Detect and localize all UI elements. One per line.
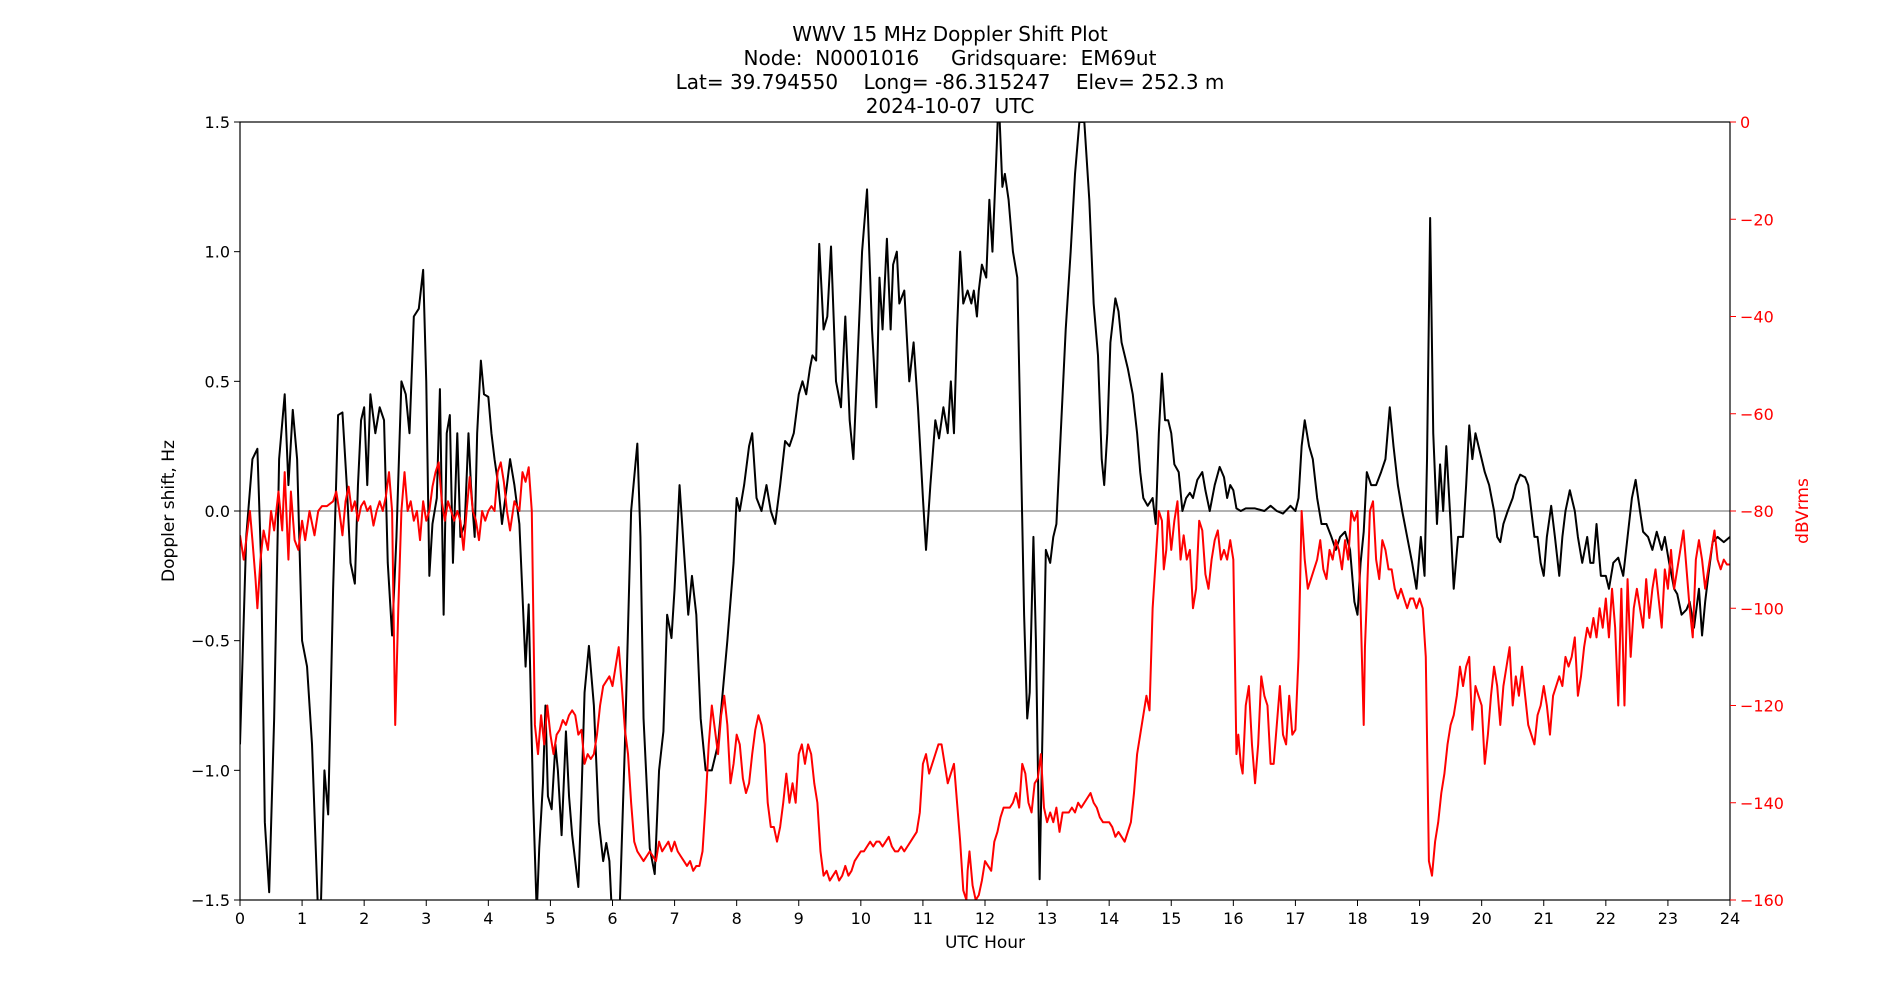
x-tick-label: 7: [669, 909, 679, 928]
y-left-tick-label: −1.0: [191, 761, 230, 780]
x-tick-label: 13: [1037, 909, 1057, 928]
x-axis-label: UTC Hour: [945, 933, 1025, 953]
x-tick-label: 18: [1347, 909, 1367, 928]
x-tick-label: 16: [1223, 909, 1243, 928]
y-right-tick-label: −40: [1740, 308, 1774, 327]
y-right-tick-label: 0: [1740, 113, 1750, 132]
chart-title-line-2: Node: N0001016 Gridsquare: EM69ut: [743, 46, 1157, 70]
x-tick-label: 14: [1099, 909, 1119, 928]
x-tick-label: 1: [297, 909, 307, 928]
y-left-tick-label: 0.0: [205, 502, 230, 521]
y-axis-left-label: Doppler shift, Hz: [159, 440, 179, 582]
doppler-shift-series-line: [240, 122, 1730, 900]
x-tick-label: 11: [913, 909, 933, 928]
dbvrms-series-line: [240, 461, 1730, 900]
y-left-tick-label: −1.5: [191, 891, 230, 910]
x-tick-label: 23: [1658, 909, 1678, 928]
x-tick-label: 4: [483, 909, 493, 928]
x-tick-label: 15: [1161, 909, 1181, 928]
y-left-tick-label: 1.5: [205, 113, 230, 132]
chart-title-line-3: Lat= 39.794550 Long= -86.315247 Elev= 25…: [675, 70, 1225, 94]
x-tick-label: 2: [359, 909, 369, 928]
y-right-tick-label: −20: [1740, 210, 1774, 229]
x-tick-label: 10: [851, 909, 871, 928]
x-tick-label: 24: [1720, 909, 1740, 928]
y-right-tick-label: −60: [1740, 405, 1774, 424]
chart-title-line-1: WWV 15 MHz Doppler Shift Plot: [792, 22, 1108, 46]
y-right-tick-label: −140: [1740, 794, 1784, 813]
y-left-tick-label: 0.5: [205, 372, 230, 391]
x-tick-label: 20: [1471, 909, 1491, 928]
x-tick-label: 0: [235, 909, 245, 928]
y-left-tick-label: 1.0: [205, 243, 230, 262]
x-tick-label: 19: [1409, 909, 1429, 928]
x-tick-label: 12: [975, 909, 995, 928]
x-tick-label: 3: [421, 909, 431, 928]
y-left-tick-label: −0.5: [191, 632, 230, 651]
x-tick-label: 21: [1534, 909, 1554, 928]
x-tick-label: 17: [1285, 909, 1305, 928]
y-right-tick-label: −120: [1740, 697, 1784, 716]
x-tick-label: 6: [607, 909, 617, 928]
y-axis-right-label: dBVrms: [1793, 478, 1813, 544]
x-tick-label: 5: [545, 909, 555, 928]
y-right-tick-label: −100: [1740, 599, 1784, 618]
x-tick-label: 9: [794, 909, 804, 928]
chart-title-line-4: 2024-10-07 UTC: [865, 94, 1035, 118]
y-right-tick-label: −160: [1740, 891, 1784, 910]
y-right-tick-label: −80: [1740, 502, 1774, 521]
x-tick-label: 8: [732, 909, 742, 928]
x-tick-label: 22: [1596, 909, 1616, 928]
